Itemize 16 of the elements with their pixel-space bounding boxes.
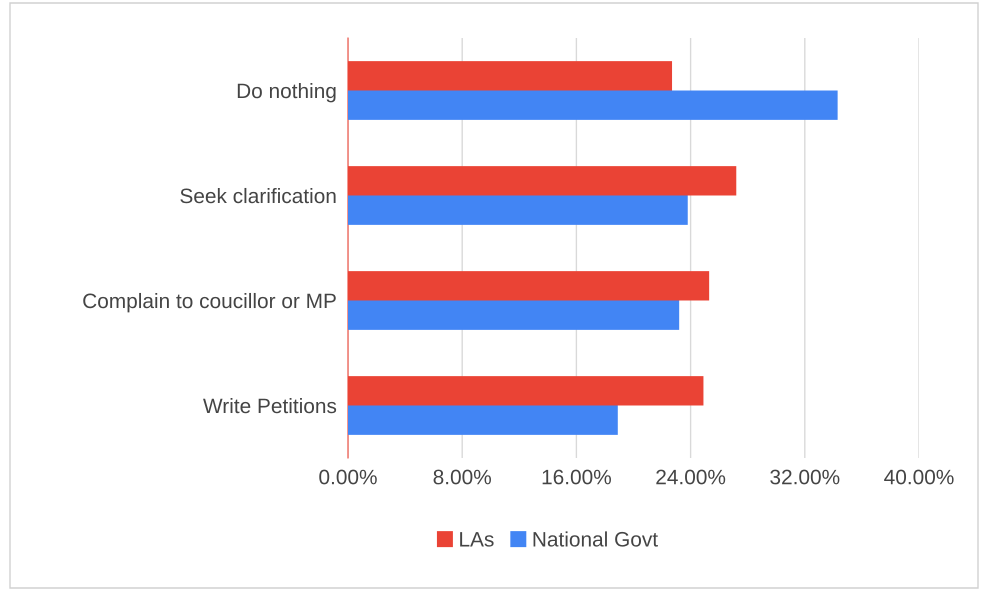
bar <box>348 300 680 330</box>
x-tick-label: 24.00% <box>656 470 726 484</box>
y-tick-label: Do nothing <box>238 82 336 102</box>
bar <box>348 90 838 120</box>
x-tick-label: 32.00% <box>770 470 840 484</box>
x-tick-label: 8.00% <box>434 470 491 484</box>
legend-label: National Govt <box>534 531 658 547</box>
y-tick-label: Complain to coucillor or MP <box>83 292 336 312</box>
legend-label: LAs <box>460 532 494 547</box>
bar <box>348 196 688 225</box>
x-tick-label: 0.00% <box>319 470 377 484</box>
y-tick-label: Seek clarification <box>180 188 336 204</box>
bar <box>348 406 618 435</box>
x-tick-label: 16.00% <box>542 470 611 484</box>
y-tick-label: Write Petitions <box>203 398 336 414</box>
x-tick-label: 40.00% <box>884 470 954 484</box>
